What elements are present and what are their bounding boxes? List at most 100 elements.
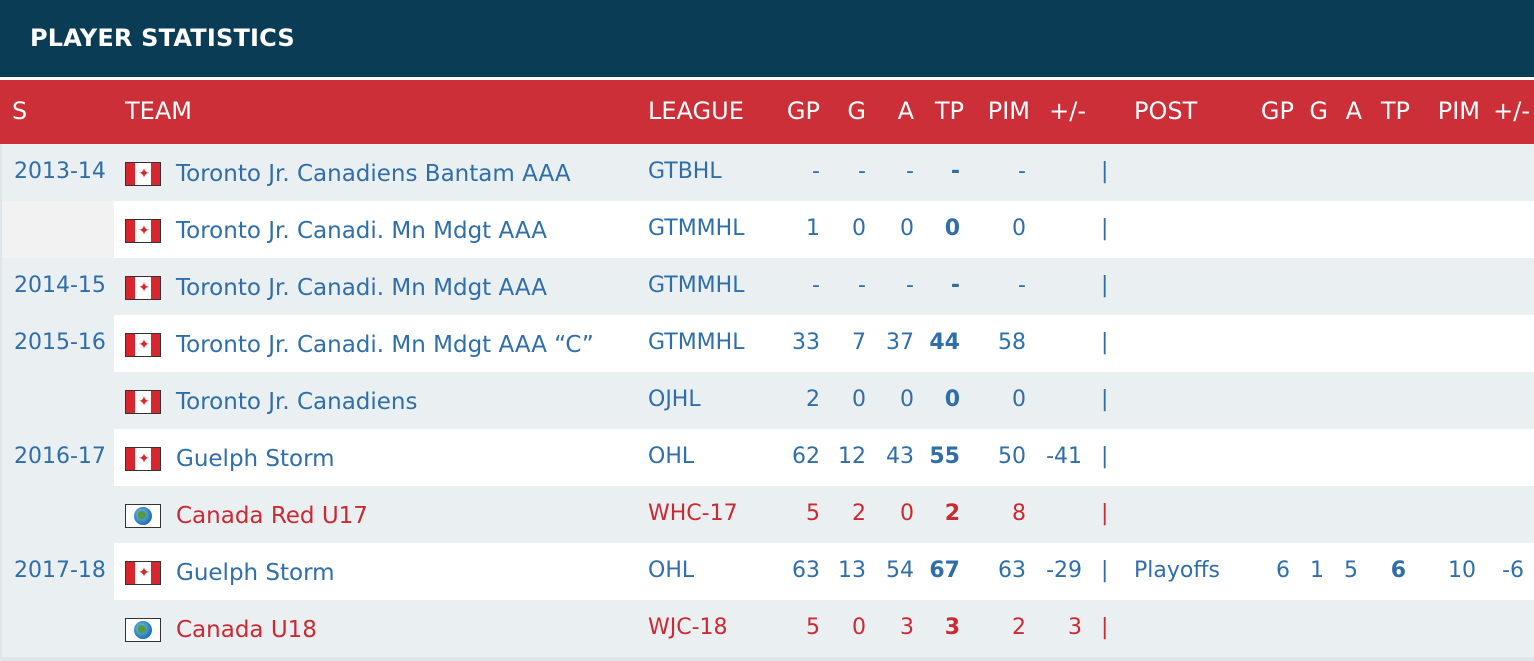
page-title: PLAYER STATISTICS (30, 24, 295, 52)
canada-flag-icon: ✦ (125, 333, 161, 357)
season-cell (0, 201, 114, 258)
league-link[interactable]: OJHL (648, 387, 701, 412)
season-cell: 2016-17 (0, 429, 114, 486)
season-cell (0, 600, 114, 657)
table-row: 2014-15 ✦ Toronto Jr. Canadi. Mn Mdgt AAA G… (0, 258, 1534, 315)
header-season[interactable]: S (12, 97, 28, 125)
season-link[interactable]: 2013-14 (14, 159, 106, 184)
header-post-g[interactable]: G (1309, 97, 1328, 125)
stat-tp: 0 (944, 387, 960, 412)
stat-gp: 5 (806, 615, 820, 640)
season-link[interactable]: 2014-15 (14, 273, 106, 298)
header-plus-minus[interactable]: +/- (1049, 97, 1086, 125)
stats-title-bar: PLAYER STATISTICS (0, 0, 1534, 77)
stat-pim: - (1018, 273, 1026, 298)
stat-pgp: 6 (1276, 558, 1290, 583)
stat-pm: 3 (1068, 615, 1082, 640)
header-post-tp[interactable]: TP (1380, 97, 1410, 125)
stat-pim: 0 (1012, 387, 1026, 412)
league-link[interactable]: WHC-17 (648, 501, 738, 526)
header-a[interactable]: A (897, 97, 914, 125)
table-row: 2017-18 ✦ Guelph Storm OHL 63 13 54 67 63 -29 6 1 5 6… (0, 543, 1534, 600)
season-cell: 2013-14 (0, 144, 114, 201)
stat-pim: 0 (1012, 216, 1026, 241)
header-tp[interactable]: TP (934, 97, 964, 125)
team-link[interactable]: Guelph Storm (176, 560, 335, 586)
stat-gp: 5 (806, 501, 820, 526)
season-link[interactable]: 2015-16 (14, 330, 106, 355)
league-link[interactable]: GTMMHL (648, 330, 745, 355)
team-link[interactable]: Toronto Jr. Canadiens (176, 389, 418, 415)
stat-a: 3 (900, 615, 914, 640)
stat-a: 0 (900, 216, 914, 241)
league-link[interactable]: OHL (648, 558, 695, 583)
header-g[interactable]: G (847, 97, 866, 125)
stat-g: 12 (838, 444, 866, 469)
stat-g: 0 (852, 615, 866, 640)
table-header: S TEAM LEAGUE GP G A TP PIM +/- POST GP … (0, 80, 1534, 144)
team-link[interactable]: Canada Red U17 (176, 503, 368, 529)
league-link[interactable]: GTMMHL (648, 216, 745, 241)
column-separator: | (1101, 387, 1109, 412)
season-link[interactable]: 2016-17 (14, 444, 106, 469)
stat-g: 13 (838, 558, 866, 583)
stat-ptp: 6 (1390, 558, 1406, 583)
league-link[interactable]: WJC-18 (648, 615, 728, 640)
table-row: 2013-14 ✦ Toronto Jr. Canadiens Bantam AAA… (0, 144, 1534, 201)
header-post-plus-minus[interactable]: +/- (1493, 97, 1530, 125)
stat-g: - (858, 159, 866, 184)
header-post[interactable]: POST (1134, 97, 1198, 125)
canada-flag-icon: ✦ (125, 447, 161, 471)
stat-a: 37 (886, 330, 914, 355)
canada-flag-icon: ✦ (125, 561, 161, 585)
season-cell (0, 372, 114, 429)
stat-tp: - (950, 159, 960, 184)
header-pim[interactable]: PIM (987, 97, 1030, 125)
header-gp[interactable]: GP (786, 97, 820, 125)
stat-a: 43 (886, 444, 914, 469)
stat-ppm: -6 (1502, 558, 1524, 583)
header-post-gp[interactable]: GP (1260, 97, 1294, 125)
league-link[interactable]: OHL (648, 444, 695, 469)
stat-tp: 67 (929, 558, 960, 583)
stat-a: - (906, 159, 914, 184)
canada-flag-icon: ✦ (125, 219, 161, 243)
column-separator: | (1101, 216, 1109, 241)
season-cell: 2015-16 (0, 315, 114, 372)
team-link[interactable]: Guelph Storm (176, 446, 335, 472)
header-post-a[interactable]: A (1345, 97, 1362, 125)
stat-g: 0 (852, 216, 866, 241)
header-post-pim[interactable]: PIM (1437, 97, 1480, 125)
postseason-label: Playoffs (1134, 558, 1220, 583)
team-link[interactable]: Toronto Jr. Canadi. Mn Mdgt AAA “C” (176, 332, 594, 358)
header-league[interactable]: LEAGUE (648, 97, 744, 125)
column-separator: | (1101, 615, 1109, 640)
stat-gp: - (812, 159, 820, 184)
canada-flag-icon: ✦ (125, 162, 161, 186)
stat-g: 0 (852, 387, 866, 412)
team-link[interactable]: Canada U18 (176, 617, 317, 643)
stat-tp: - (950, 273, 960, 298)
canada-flag-icon: ✦ (125, 276, 161, 300)
canada-flag-icon: ✦ (125, 390, 161, 414)
league-link[interactable]: GTBHL (648, 159, 722, 184)
stat-pa: 5 (1344, 558, 1358, 583)
season-link[interactable]: 2017-18 (14, 558, 106, 583)
table-row: Canada Red U17 WHC-17 5 2 0 2 8 | (0, 486, 1534, 543)
team-link[interactable]: Toronto Jr. Canadi. Mn Mdgt AAA (176, 275, 547, 301)
stat-pim: 63 (998, 558, 1026, 583)
stat-a: 54 (886, 558, 914, 583)
stat-ppim: 10 (1448, 558, 1476, 583)
table-row: 2016-17 ✦ Guelph Storm OHL 62 12 43 55 50 -41 | (0, 429, 1534, 486)
stat-g: 7 (852, 330, 866, 355)
stat-tp: 0 (944, 216, 960, 241)
season-cell (0, 486, 114, 543)
league-link[interactable]: GTMMHL (648, 273, 745, 298)
team-link[interactable]: Toronto Jr. Canadi. Mn Mdgt AAA (176, 218, 547, 244)
stat-pim: 50 (998, 444, 1026, 469)
header-team[interactable]: TEAM (125, 97, 192, 125)
season-cell: 2014-15 (0, 258, 114, 315)
stat-a: 0 (900, 501, 914, 526)
table-row: ✦ Toronto Jr. Canadi. Mn Mdgt AAA GTMMHL 1 0… (0, 201, 1534, 258)
team-link[interactable]: Toronto Jr. Canadiens Bantam AAA (176, 161, 571, 187)
